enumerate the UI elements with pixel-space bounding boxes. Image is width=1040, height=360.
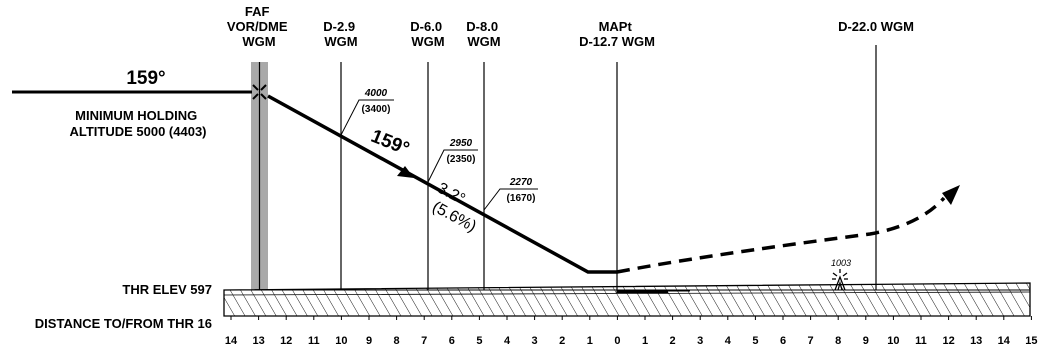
scale-label: 4 [725,335,732,347]
mapt-label-line2: D-12.7 WGM [579,34,655,49]
scale-label: 10 [335,335,347,347]
scale-label: 9 [863,335,869,347]
svg-text:MINIMUM HOLDING ALTITUDE 5: MINIMUM HOLDING ALTITUDE 5000 (4403) [69,108,206,139]
scale-label: 14 [225,335,238,347]
scale-label: 4 [504,335,511,347]
terrain-profile [223,282,1031,317]
d60-label-line2: WGM [411,34,444,49]
holding-line1: MINIMUM HOLDING [75,108,197,123]
distance-scale: 14 13 12 11 10 9 8 7 6 5 4 3 2 1 0 1 2 3 4 5 6 7 8 9 10 11 12 13 14 1… [225,316,1038,347]
scale-label: 12 [942,335,954,347]
alt-d29-agl: (3400) [362,104,391,115]
scale-label: 0 [614,335,620,347]
alt-d60-agl: (2350) [447,154,476,165]
alt-d80-msl: 2270 [509,177,533,188]
missed-approach-arrow-icon [942,185,960,205]
svg-text:MAPt D-12.7 WGM: MAPt D-12.7 WGM [579,19,655,49]
d60-label-line1: D-6.0 [410,19,442,34]
scale-label: 13 [970,335,982,347]
scale-label: 8 [835,335,841,347]
scale-label: 12 [280,335,292,347]
obstacle-icon [832,269,848,291]
thr-elev-label: THR ELEV 597 [122,282,212,297]
runway [617,290,668,293]
inbound-course-label: 159° [126,68,165,89]
scale-label: 3 [532,335,538,347]
d29-label-line1: D-2.9 [323,19,355,34]
faf-label-line1: FAF [245,4,270,19]
svg-text:D-2.9 WGM: D-2.9 WGM [323,19,358,49]
d80-label-line2: WGM [467,34,500,49]
scale-label: 8 [394,335,400,347]
holding-line2: ALTITUDE 5000 (4403) [69,124,206,139]
d220-label: D-22.0 WGM [838,19,914,34]
scale-label: 7 [808,335,814,347]
scale-label: 1 [642,335,648,347]
scale-label: 5 [476,335,482,347]
scale-label: 15 [1025,335,1037,347]
svg-text:D-6.0 WGM: D-6.0 WGM [410,19,445,49]
faf-label-line3: WGM [242,34,275,49]
scale-label: 5 [752,335,758,347]
scale-label: 13 [252,335,264,347]
svg-text:D-8.0 WGM: D-8.0 WGM [466,19,501,49]
scale-label: 14 [998,335,1011,347]
scale-label: 1 [587,335,593,347]
alt-d60-msl: 2950 [449,138,473,149]
descent-arrow-icon [397,166,414,178]
alt-d29-msl: 4000 [364,88,388,99]
descent-path [267,94,617,274]
faf-label-line2: VOR/DME [227,19,288,34]
scale-label: 3 [697,335,703,347]
faf-cross-icon [252,84,267,100]
missed-approach-path [616,196,946,274]
d29-label-line2: WGM [324,34,357,49]
scale-label: 6 [449,335,455,347]
scale-label: 10 [887,335,899,347]
scale-label: 2 [670,335,676,347]
leader-d80 [483,188,538,211]
alt-d80-agl: (1670) [507,193,536,204]
scale-label: 9 [366,335,372,347]
leader-d60 [427,149,478,183]
mapt-label-line1: MAPt [599,19,633,34]
d80-label-line1: D-8.0 [466,19,498,34]
scale-label: 11 [915,335,927,347]
scale-label: 2 [559,335,565,347]
distance-label: DISTANCE TO/FROM THR 16 [35,316,212,331]
scale-label: 11 [308,335,320,347]
scale-label: 7 [421,335,427,347]
obstacle-height: 1003 [831,258,851,268]
scale-label: 6 [780,335,786,347]
svg-text:FAF VOR/DME WGM: FAF VOR/DME WGM [227,4,291,49]
